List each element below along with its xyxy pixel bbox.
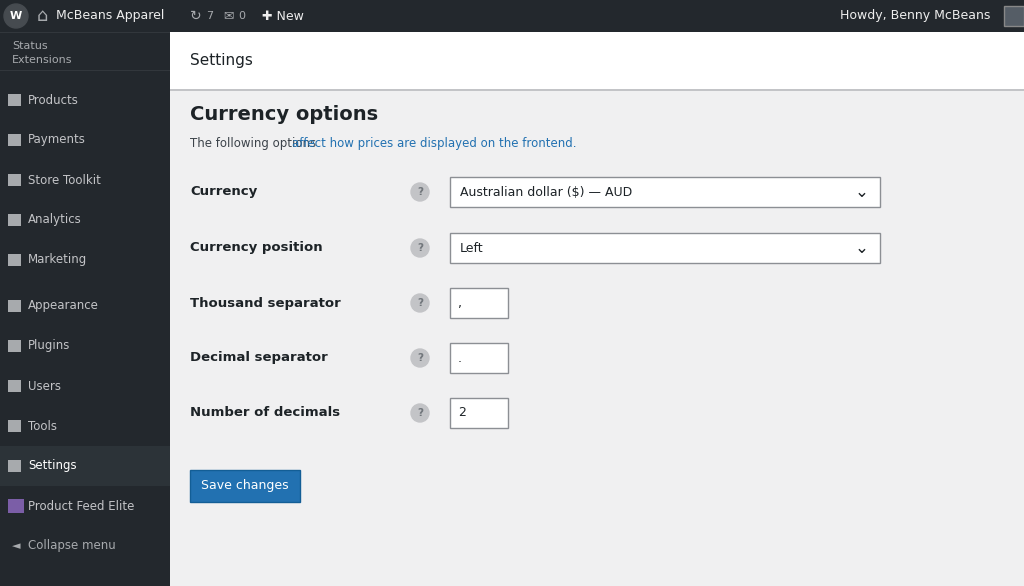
Text: Decimal separator: Decimal separator: [190, 352, 328, 364]
Text: Product Feed Elite: Product Feed Elite: [28, 499, 134, 513]
Text: Users: Users: [28, 380, 61, 393]
Bar: [450, 177, 880, 207]
Text: Australian dollar ($) — AUD: Australian dollar ($) — AUD: [460, 186, 632, 199]
Text: Thousand separator: Thousand separator: [190, 297, 341, 309]
Text: Status: Status: [12, 41, 48, 51]
Bar: [8, 460, 22, 472]
Text: Currency position: Currency position: [190, 241, 323, 254]
Bar: [450, 343, 508, 373]
Text: Currency: Currency: [190, 186, 257, 199]
Bar: [8, 340, 22, 352]
Text: Save changes: Save changes: [201, 479, 289, 492]
Text: W: W: [10, 11, 23, 21]
Text: Howdy, Benny McBeans: Howdy, Benny McBeans: [840, 9, 990, 22]
Text: McBeans Apparel: McBeans Apparel: [56, 9, 165, 22]
Text: Payments: Payments: [28, 134, 86, 146]
Text: ?: ?: [417, 353, 423, 363]
Bar: [8, 254, 22, 266]
Bar: [8, 174, 22, 186]
Text: Currency options: Currency options: [190, 105, 378, 124]
Bar: [0, 0, 1024, 32]
Bar: [0, 32, 170, 33]
Text: Store Toolkit: Store Toolkit: [28, 173, 101, 186]
Text: .: .: [458, 352, 462, 364]
Text: Settings: Settings: [28, 459, 77, 472]
Text: The following options: The following options: [190, 137, 319, 149]
Text: 7: 7: [206, 11, 213, 21]
Text: Products: Products: [28, 94, 79, 107]
Bar: [1004, 6, 1024, 26]
Bar: [0, 32, 170, 586]
Text: Extensions: Extensions: [12, 55, 73, 65]
Bar: [8, 134, 22, 146]
Bar: [170, 89, 1024, 91]
Text: Analytics: Analytics: [28, 213, 82, 227]
Text: Number of decimals: Number of decimals: [190, 407, 340, 420]
Text: Marketing: Marketing: [28, 254, 87, 267]
Text: ?: ?: [417, 187, 423, 197]
Bar: [0, 70, 170, 71]
Text: ↻: ↻: [190, 9, 202, 23]
Text: ?: ?: [417, 243, 423, 253]
Bar: [8, 214, 22, 226]
Text: 0: 0: [238, 11, 245, 21]
Bar: [8, 499, 24, 513]
Bar: [450, 233, 880, 263]
Text: ?: ?: [417, 298, 423, 308]
Text: ✉: ✉: [223, 9, 233, 22]
Text: ,: ,: [458, 297, 462, 309]
Circle shape: [4, 4, 28, 28]
Text: Left: Left: [460, 241, 483, 254]
Bar: [450, 288, 508, 318]
Bar: [8, 380, 22, 392]
Bar: [170, 32, 1024, 90]
Text: Appearance: Appearance: [28, 299, 99, 312]
Bar: [0, 446, 170, 486]
Bar: [450, 398, 508, 428]
Circle shape: [411, 404, 429, 422]
Text: affect how prices are displayed on the frontend.: affect how prices are displayed on the f…: [292, 137, 577, 149]
Text: ⌂: ⌂: [36, 7, 48, 25]
Circle shape: [411, 294, 429, 312]
Bar: [8, 420, 22, 432]
Text: ⌄: ⌄: [855, 183, 869, 201]
Circle shape: [411, 239, 429, 257]
Text: ?: ?: [417, 408, 423, 418]
Text: ◄: ◄: [11, 541, 20, 551]
Text: Settings: Settings: [190, 53, 253, 69]
Bar: [8, 94, 22, 106]
Bar: [190, 470, 300, 502]
Text: Collapse menu: Collapse menu: [28, 540, 116, 553]
Circle shape: [411, 183, 429, 201]
Circle shape: [411, 349, 429, 367]
Text: 2: 2: [458, 407, 466, 420]
Text: ✚ New: ✚ New: [262, 9, 304, 22]
Text: Tools: Tools: [28, 420, 57, 432]
Bar: [8, 300, 22, 312]
Bar: [170, 91, 1024, 586]
Text: ⌄: ⌄: [855, 239, 869, 257]
Text: Plugins: Plugins: [28, 339, 71, 353]
